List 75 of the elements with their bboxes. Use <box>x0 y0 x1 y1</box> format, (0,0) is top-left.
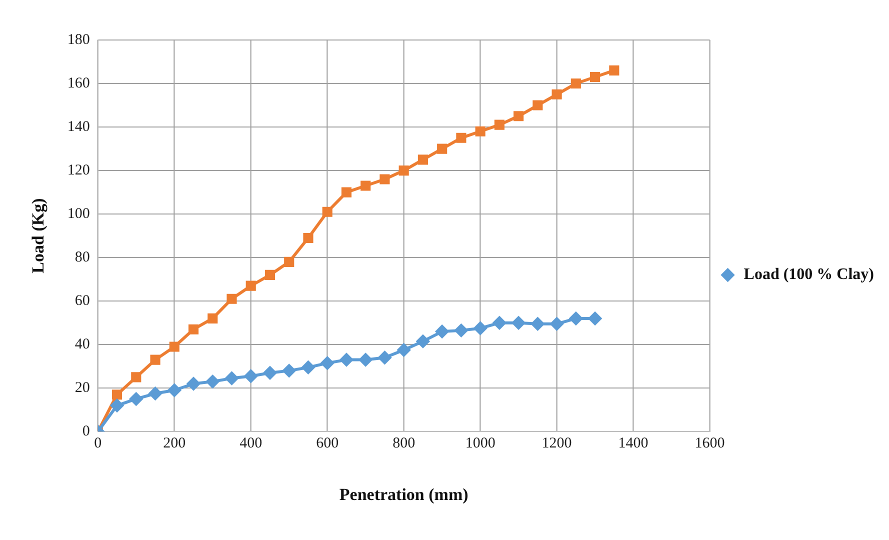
y-tick-label: 40 <box>74 336 90 353</box>
point <box>588 312 602 325</box>
point <box>303 232 314 244</box>
point <box>244 370 258 383</box>
legend-label: Load (100 % Clay) <box>744 266 874 284</box>
point <box>360 180 371 191</box>
x-tick-label: 1400 <box>618 436 648 452</box>
point <box>246 280 256 291</box>
point <box>436 325 449 338</box>
point <box>226 294 237 304</box>
point <box>552 89 562 100</box>
x-tick-label: 1600 <box>694 436 725 452</box>
y-tick-label: 120 <box>67 162 90 178</box>
point <box>416 334 430 348</box>
point <box>570 78 581 89</box>
point <box>494 120 504 130</box>
point <box>188 324 199 334</box>
x-tick-label: 0 <box>94 436 102 452</box>
point <box>380 174 390 184</box>
x-tick-label: 1200 <box>542 436 572 452</box>
point <box>187 377 200 390</box>
point <box>397 344 410 357</box>
y-tick-label: 180 <box>67 32 90 48</box>
point <box>359 353 372 366</box>
y-tick-label: 140 <box>67 118 90 135</box>
point <box>302 360 315 374</box>
x-tick-label: 800 <box>392 436 416 452</box>
point <box>437 144 448 154</box>
point <box>284 256 294 267</box>
y-tick-label: 0 <box>82 424 90 440</box>
point <box>263 366 276 380</box>
x-tick-label: 1000 <box>465 436 496 452</box>
y-axis-title: Load (Kg) <box>28 198 48 274</box>
point <box>456 132 466 143</box>
point <box>320 356 334 370</box>
y-tick-label: 100 <box>67 206 90 222</box>
y-tick-label: 80 <box>74 249 90 266</box>
point <box>225 372 238 385</box>
point <box>340 353 353 366</box>
y-tick-label: 60 <box>74 293 90 310</box>
point <box>418 154 428 165</box>
point <box>264 270 276 280</box>
point <box>131 372 142 382</box>
point <box>569 312 582 325</box>
point <box>378 351 392 364</box>
point <box>169 342 180 352</box>
point <box>590 72 600 82</box>
point <box>550 317 564 330</box>
point <box>532 100 543 110</box>
x-tick-label: 400 <box>240 436 262 452</box>
point <box>609 65 620 76</box>
point <box>322 206 332 217</box>
x-tick-label: 200 <box>163 436 186 452</box>
y-tick-label: 160 <box>67 75 90 92</box>
point <box>531 317 544 330</box>
point <box>475 126 486 136</box>
x-tick-label: 600 <box>316 436 339 452</box>
point <box>150 354 160 365</box>
point <box>168 384 181 397</box>
point <box>110 398 124 412</box>
point <box>454 324 468 337</box>
point <box>514 111 524 122</box>
point <box>398 166 409 176</box>
point <box>208 313 218 324</box>
point <box>492 316 506 330</box>
point <box>474 322 487 335</box>
point <box>206 375 220 388</box>
point <box>282 364 296 378</box>
point <box>148 387 162 400</box>
y-tick-label: 20 <box>74 380 90 396</box>
point <box>341 187 352 198</box>
x-axis-title: Penetration (mm) <box>339 485 468 504</box>
point <box>112 390 122 400</box>
point <box>512 316 526 330</box>
point <box>130 392 143 406</box>
